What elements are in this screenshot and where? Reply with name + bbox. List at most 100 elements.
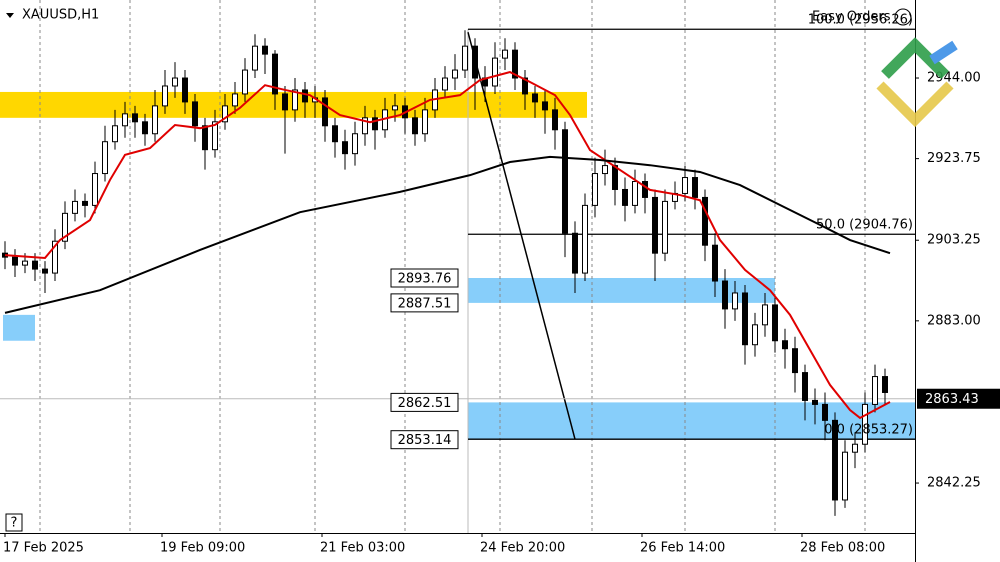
- current-price-label: 2863.43: [925, 392, 979, 407]
- easy-orders[interactable]: Easy Orders: [812, 10, 891, 25]
- candle-body: [422, 109, 428, 135]
- candle-body: [752, 324, 758, 346]
- candle-body: [692, 177, 698, 198]
- candle-body: [472, 45, 478, 79]
- x-tick-label: 28 Feb 08:00: [800, 541, 885, 556]
- candle-body: [712, 244, 718, 282]
- candle-body: [12, 256, 18, 266]
- candle-body: [232, 93, 238, 107]
- candle-body: [582, 204, 588, 274]
- candle-body: [662, 200, 668, 254]
- candle-body: [272, 53, 278, 95]
- candle-body: [852, 443, 858, 453]
- candle-body: [632, 181, 638, 206]
- level-label-box: [390, 293, 459, 313]
- level-label-box: [390, 430, 459, 450]
- candle-body: [132, 113, 138, 123]
- level-label-box: [390, 392, 459, 412]
- help-text[interactable]: ?: [11, 516, 18, 531]
- candle-body: [832, 419, 838, 501]
- candle-body: [32, 260, 38, 270]
- candle-body: [512, 49, 518, 79]
- x-tick-label: 21 Feb 03:00: [320, 541, 405, 556]
- candle-body: [492, 57, 498, 87]
- candle-body: [622, 188, 628, 206]
- x-tick-label: 26 Feb 14:00: [640, 541, 725, 556]
- candle-body: [42, 268, 48, 274]
- fib-label: 100.0 (2956.26): [808, 13, 913, 28]
- candle-body: [332, 125, 338, 143]
- candle-body: [82, 200, 88, 206]
- candle-body: [452, 69, 458, 79]
- candle-body: [412, 117, 418, 135]
- symbol-title: XAUUSD,H1: [22, 8, 99, 23]
- help-box[interactable]: [5, 513, 23, 532]
- moving-average: [4, 155, 891, 314]
- y-tick-label: 2842.25: [927, 476, 981, 491]
- candle-body: [652, 196, 658, 254]
- candle-body: [352, 133, 358, 155]
- candle-body: [142, 121, 148, 135]
- candle-body: [252, 45, 258, 71]
- candle-body: [642, 181, 648, 198]
- candle-body: [22, 260, 28, 266]
- zone: [468, 402, 915, 440]
- easy-orders-icon[interactable]: [894, 8, 912, 26]
- candle-body: [102, 141, 108, 175]
- candle-body: [532, 93, 538, 103]
- symbol-menu-arrow[interactable]: [6, 13, 14, 18]
- candle-body: [442, 77, 448, 91]
- candle-body: [212, 121, 218, 151]
- candle-body: [112, 125, 118, 143]
- candle-body: [372, 117, 378, 131]
- current-price-box: [917, 388, 1000, 409]
- trendline: [467, 32, 576, 440]
- x-tick-label: 24 Feb 20:00: [480, 541, 565, 556]
- candle-body: [612, 165, 618, 190]
- y-tick-label: 2923.75: [927, 151, 981, 166]
- candle-body: [722, 280, 728, 310]
- candle-body: [702, 196, 708, 246]
- candle-body: [742, 292, 748, 346]
- candle-body: [682, 177, 688, 194]
- candle-body: [872, 376, 878, 405]
- candle-body: [462, 45, 468, 71]
- candle-body: [762, 304, 768, 326]
- candle-body: [392, 105, 398, 111]
- x-tick-label: 17 Feb 2025: [3, 541, 84, 556]
- candle-body: [72, 200, 78, 214]
- candle-body: [152, 105, 158, 135]
- candle-body: [502, 49, 508, 59]
- candle-body: [822, 403, 828, 421]
- fib-label: 0.0 (2853.27): [824, 423, 913, 438]
- candle-body: [222, 105, 228, 123]
- x-tick-label: 19 Feb 09:00: [160, 541, 245, 556]
- candle-body: [802, 372, 808, 401]
- candle-body: [242, 69, 248, 95]
- candle-body: [302, 89, 308, 103]
- candle-body: [572, 232, 578, 274]
- candle-body: [842, 451, 848, 501]
- candle-body: [202, 125, 208, 151]
- candle-body: [522, 77, 528, 95]
- candle-body: [122, 113, 128, 127]
- level-label: 2862.51: [398, 396, 452, 411]
- candle-body: [602, 165, 608, 175]
- level-label-box: [390, 268, 459, 288]
- candle-body: [792, 348, 798, 374]
- candle-body: [592, 173, 598, 206]
- candle-body: [282, 93, 288, 111]
- candle-body: [732, 292, 738, 310]
- candle-body: [52, 240, 58, 274]
- candle-body: [882, 376, 888, 393]
- moving-average: [4, 70, 891, 420]
- candle-body: [772, 304, 778, 342]
- zone: [3, 314, 35, 341]
- candle-body: [322, 97, 328, 127]
- candle-body: [62, 212, 68, 242]
- candle-body: [292, 89, 298, 111]
- level-label: 2853.14: [398, 433, 452, 448]
- candle-body: [92, 173, 98, 206]
- candle-body: [172, 77, 178, 87]
